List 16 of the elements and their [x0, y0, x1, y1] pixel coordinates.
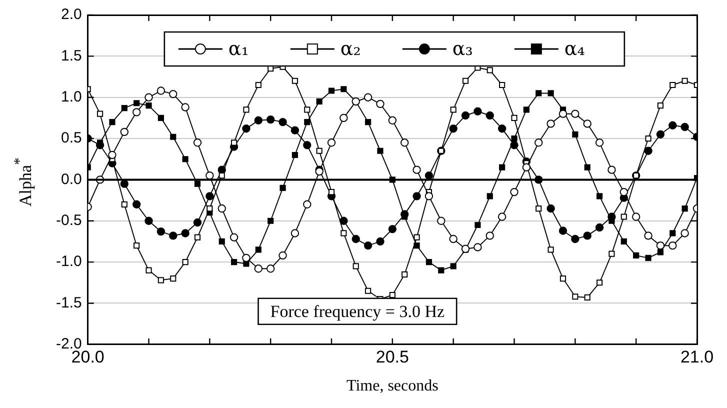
y-tick-label: 0.0	[60, 170, 82, 188]
y-tick-label: -1.0	[56, 253, 82, 270]
legend-label: α₄	[564, 38, 586, 60]
x-tick-label: 21.0	[680, 347, 714, 366]
y-tick-label: 1.0	[60, 88, 82, 106]
x-axis-title: Time, seconds	[346, 378, 438, 395]
legend-label: α₃	[452, 38, 473, 60]
y-tick-label: 2.0	[60, 6, 82, 24]
y-tick-label: 0.5	[60, 130, 82, 147]
y-tick-label: -0.5	[56, 212, 82, 230]
y-tick-label: 1.5	[60, 47, 82, 64]
x-tick-label: 20.5	[376, 347, 409, 366]
legend-label: α₂	[340, 38, 361, 60]
annotation: Force frequency = 3.0 Hz	[270, 302, 446, 321]
legend-label: α₁	[228, 38, 249, 60]
y-tick-label: -1.5	[56, 294, 82, 312]
